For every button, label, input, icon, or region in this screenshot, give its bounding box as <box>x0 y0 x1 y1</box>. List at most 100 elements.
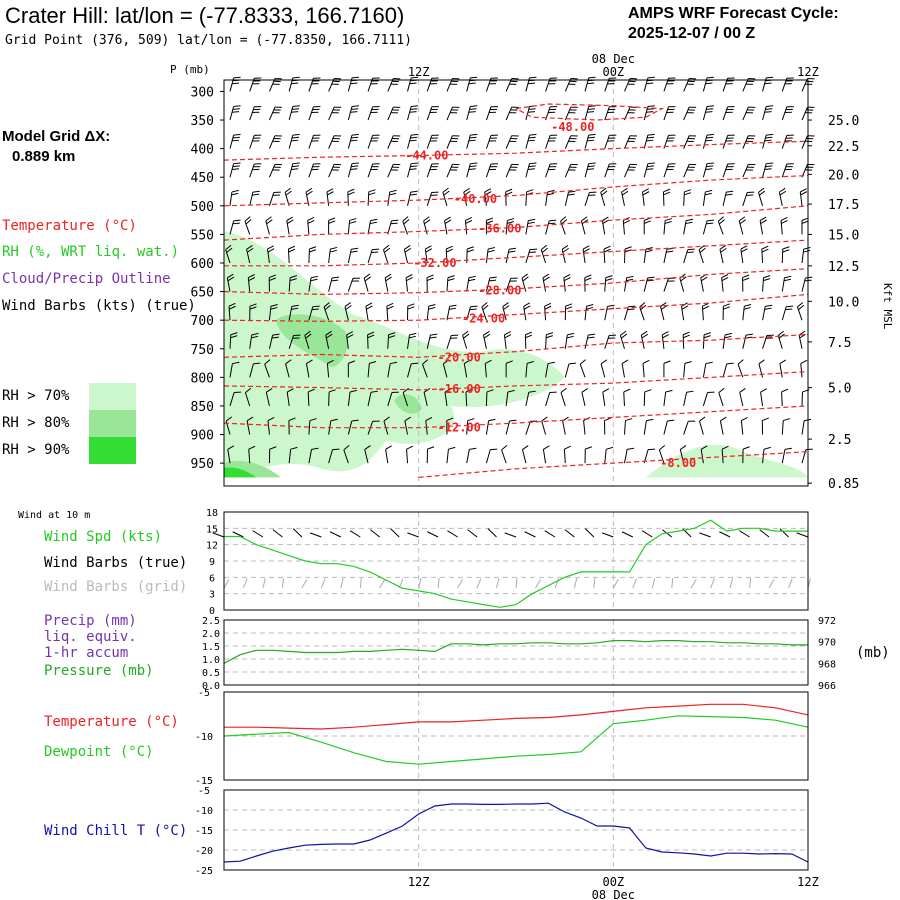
wind-barb <box>426 106 439 121</box>
wind-barb <box>698 244 706 264</box>
wind-barb <box>564 106 578 121</box>
wind-barb <box>702 219 715 235</box>
wind-barb <box>801 106 815 121</box>
pressure-label: Pressure (mb) <box>44 663 154 679</box>
sfc-wind-barb <box>621 531 634 538</box>
pressure-axis-title: P (mb) <box>170 63 210 76</box>
wind-barb <box>564 303 573 321</box>
sfc-wind-barb <box>584 528 595 538</box>
wind-barb <box>249 332 259 349</box>
wind-barb <box>229 332 238 349</box>
sfc-wind-barb <box>524 531 536 538</box>
precip-panel-frame <box>223 619 809 686</box>
wind-barb <box>521 273 529 292</box>
wind-barb <box>265 387 273 407</box>
wind-barb <box>505 419 517 435</box>
wind-barb <box>619 330 628 349</box>
wind-barb <box>367 163 380 178</box>
wind-barb <box>525 189 534 206</box>
wind-barb <box>781 275 792 292</box>
wind-barb <box>249 134 262 149</box>
wind-barb <box>249 163 262 178</box>
pressure-tick-label-right: 972 <box>818 616 836 627</box>
wind-barb <box>542 273 550 292</box>
sfc-grid-barb <box>768 579 775 589</box>
wind-barb <box>229 361 240 378</box>
windchill-tick-label: -15 <box>195 826 213 837</box>
wind-barb <box>801 163 815 178</box>
wind-barb <box>640 330 649 349</box>
wind-barb <box>288 334 301 349</box>
wind-barb <box>663 106 676 121</box>
legend-rh80-swatch <box>89 410 136 437</box>
wind-barb <box>347 162 359 178</box>
wind-barb <box>367 218 378 235</box>
wind-barb <box>624 163 637 178</box>
sfc-grid-barb <box>788 578 793 589</box>
wind-barb <box>446 334 459 349</box>
sfc-wind-barb <box>796 532 809 538</box>
wind-barb <box>722 303 731 321</box>
wind-barb <box>505 188 513 206</box>
wind-barb <box>307 388 315 406</box>
wind-barb <box>387 78 401 92</box>
precip-tick-label: 1.0 <box>202 655 220 666</box>
wind-barb <box>308 418 317 435</box>
sfc-grid-barb <box>690 579 697 589</box>
pressure-tick-label-right: 970 <box>818 638 836 649</box>
wind-barb <box>683 106 697 121</box>
wind-barb <box>268 78 282 92</box>
precip-tick-label: 1.5 <box>202 642 220 653</box>
wind-barb <box>501 445 508 464</box>
wind-barb <box>246 245 254 264</box>
wind-barb <box>525 390 536 407</box>
wind-barb <box>244 216 252 235</box>
wind-barb <box>564 135 578 149</box>
wind-barb <box>702 133 715 149</box>
sfc-grid-barb <box>535 579 541 589</box>
wind-barb <box>700 445 708 464</box>
wind-barb <box>801 135 815 149</box>
wind-barb <box>762 446 771 464</box>
wind-barb <box>604 106 617 121</box>
wind-barb <box>287 245 296 264</box>
wind-barb <box>304 330 312 349</box>
wind-barb <box>801 78 815 92</box>
windchill-label: Wind Chill T (°C) <box>44 823 188 839</box>
wind-barb <box>758 359 765 378</box>
wind-tick-label: 0 <box>209 606 215 617</box>
wind-barb <box>781 163 794 178</box>
sfc-wind-barb <box>759 529 770 538</box>
temp-contour-label: -44.00 <box>405 148 448 162</box>
wind-barb <box>521 445 529 464</box>
wind-barb <box>502 302 510 321</box>
pressure-tick-label: 350 <box>191 114 214 129</box>
wind-barb <box>325 330 333 349</box>
wind-barb <box>801 448 813 464</box>
sfc-grid-barb <box>593 578 596 589</box>
temp-contour-7 <box>223 293 809 322</box>
wind-barb <box>560 216 568 235</box>
wind-barb <box>781 447 792 464</box>
wind-barb <box>423 216 431 235</box>
wind-barb <box>742 163 756 178</box>
wind-barb <box>485 276 497 292</box>
wind-barb <box>623 275 634 292</box>
wind-barb <box>421 359 429 378</box>
wind-barb <box>683 189 692 206</box>
wind-barb <box>485 418 496 435</box>
wind-barb <box>702 105 715 121</box>
wind-barb <box>604 275 613 292</box>
temp-contour-label: -20.00 <box>438 350 481 364</box>
wind-barb <box>308 305 320 321</box>
wind-barb <box>683 420 696 435</box>
wind-barb <box>288 133 300 149</box>
kft-tick-label: 2.5 <box>828 433 851 448</box>
wind-barb <box>446 446 456 464</box>
wind-barb <box>525 162 537 178</box>
wind-barb <box>604 417 612 435</box>
wind-barb <box>485 106 498 121</box>
wind-barb <box>367 390 378 407</box>
wind-barb <box>481 302 489 321</box>
wind-barb <box>584 274 592 292</box>
